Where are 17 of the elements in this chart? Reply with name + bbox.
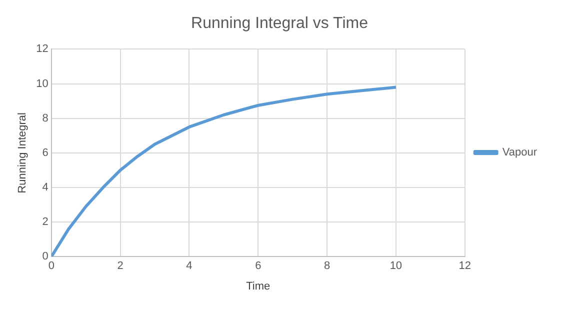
y-axis-title: Running Integral: [16, 112, 29, 194]
x-tick-label: 4: [186, 260, 192, 272]
x-tick-label: 10: [390, 260, 402, 272]
x-tick-label: 8: [324, 260, 330, 272]
x-tick-label: 2: [117, 260, 124, 272]
y-tick-label: 6: [42, 146, 48, 159]
y-tick-label: 8: [42, 112, 48, 124]
x-axis-title: Time: [246, 280, 270, 292]
chart-title: Running Integral vs Time: [191, 15, 368, 32]
y-tick-label: 12: [36, 43, 48, 56]
x-tick-label: 6: [255, 260, 262, 272]
y-tick-label: 2: [42, 216, 48, 228]
y-tick-label: 10: [36, 78, 48, 90]
y-tick-label: 4: [42, 182, 48, 194]
x-tick-label: 12: [458, 260, 471, 272]
y-tick-label: 0: [42, 250, 48, 263]
legend-label: Vapour: [502, 146, 538, 159]
